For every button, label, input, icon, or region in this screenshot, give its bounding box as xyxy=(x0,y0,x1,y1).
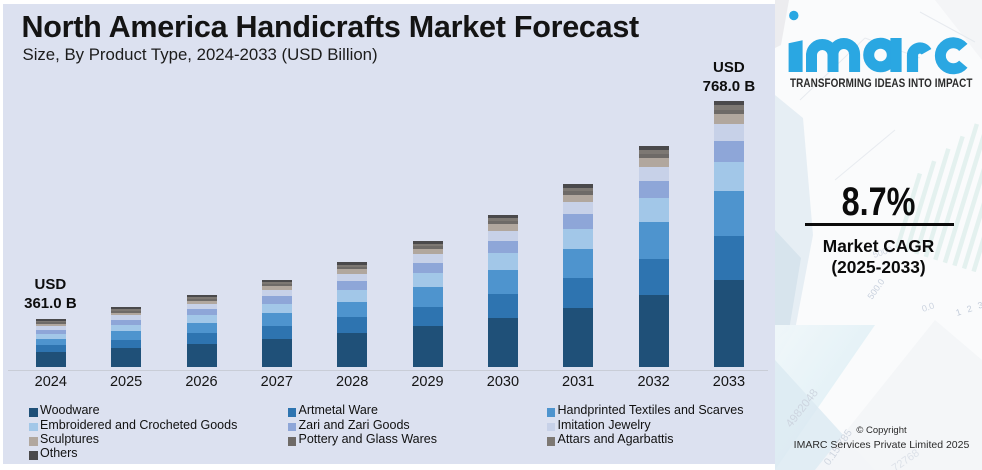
svg-text:1 2 3 4: 1 2 3 4 xyxy=(955,296,982,318)
svg-text:0.0: 0.0 xyxy=(921,301,936,314)
svg-text:500.0: 500.0 xyxy=(865,277,886,301)
